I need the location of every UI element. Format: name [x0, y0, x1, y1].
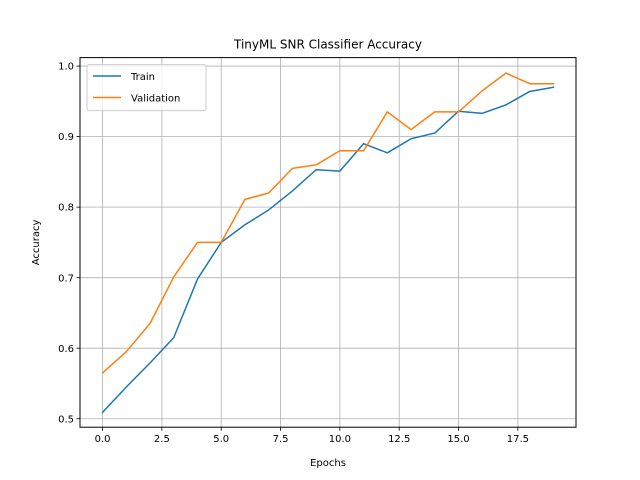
x-tick-label: 5.0: [213, 434, 229, 445]
plot-frame: [79, 57, 577, 428]
chart-title: TinyML SNR Classifier Accuracy: [233, 38, 422, 52]
y-tick-label: 1.0: [58, 62, 74, 73]
y-tick-label: 0.8: [58, 203, 74, 214]
x-tick-label: 2.5: [154, 434, 170, 445]
x-tick-label: 15.0: [447, 434, 469, 445]
y-tick-label: 0.5: [58, 414, 74, 425]
legend-label-train: Train: [130, 72, 155, 83]
y-tick-label: 0.6: [58, 344, 74, 355]
x-tick-label: 0.0: [95, 434, 111, 445]
series-line-train: [101, 86, 555, 414]
axis-ticks: 0.0 2.5 5.0 7.5 10.0 12.5 15.0 17.5 0.5 0.6 0.7 0.8…: [58, 62, 529, 446]
x-tick-label: 17.5: [507, 434, 529, 445]
series-line-validation: [101, 72, 555, 374]
legend: Train Validation: [86, 64, 207, 112]
y-axis-label: Accuracy: [31, 219, 42, 265]
y-tick-label: 0.7: [58, 273, 74, 284]
y-tick-label: 0.9: [58, 132, 74, 143]
x-tick-label: 10.0: [329, 434, 351, 445]
series-lines: [101, 72, 555, 414]
x-tick-label: 12.5: [388, 434, 410, 445]
x-tick-label: 7.5: [273, 434, 289, 445]
x-axis-label: Epochs: [310, 458, 346, 469]
legend-label-validation: Validation: [131, 93, 180, 104]
